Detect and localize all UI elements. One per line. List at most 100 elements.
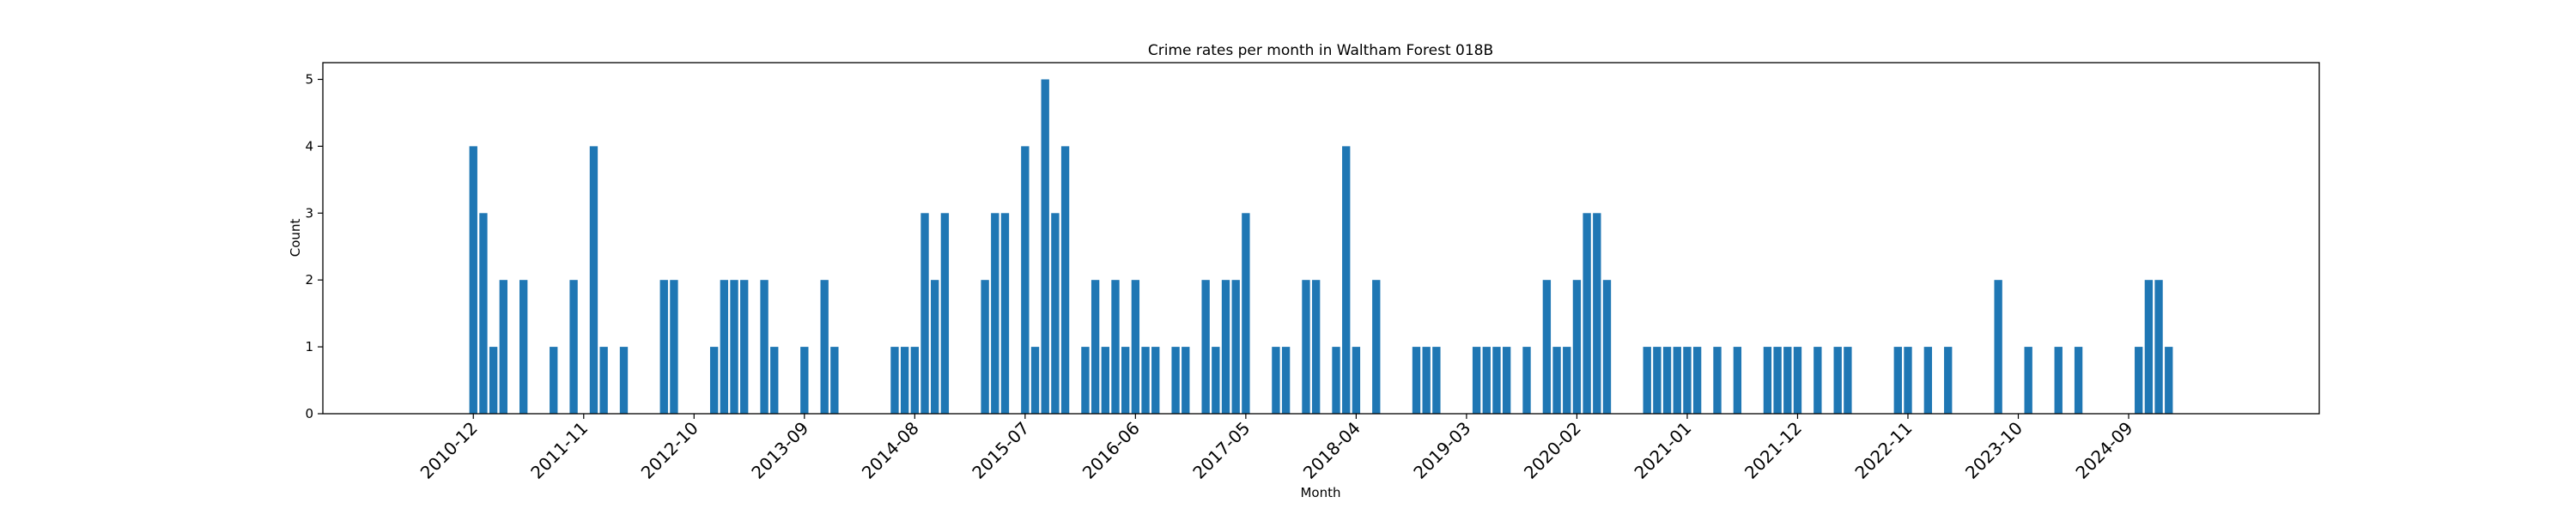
- bar-2014-08: [910, 347, 919, 414]
- bar-2017-01: [1201, 280, 1210, 414]
- bar-2013-12: [830, 347, 839, 414]
- bar-2017-12: [1311, 280, 1321, 414]
- y-axis-title: Count: [288, 219, 303, 258]
- bar-2020-04: [1593, 213, 1601, 414]
- bar-2012-01: [599, 347, 608, 414]
- bar-2016-02: [1091, 280, 1100, 414]
- bar-2017-11: [1302, 280, 1310, 414]
- bar-2011-10: [569, 280, 578, 414]
- plot-frame: [322, 62, 2320, 415]
- bar-2015-07: [1021, 146, 1030, 414]
- bar-2014-09: [920, 213, 929, 414]
- bar-2021-04: [1713, 347, 1722, 414]
- bar-2018-02: [1332, 347, 1340, 414]
- bar-2016-06: [1131, 280, 1140, 414]
- bar-2012-08: [670, 280, 678, 414]
- bar-2019-07: [1502, 347, 1511, 414]
- bar-2015-04: [991, 213, 999, 414]
- bar-2013-02: [730, 280, 738, 414]
- bar-2019-06: [1492, 347, 1501, 414]
- bar-2015-08: [1030, 347, 1040, 414]
- bar-2016-05: [1121, 347, 1130, 414]
- bar-2011-02: [489, 347, 498, 414]
- bar-2014-06: [890, 347, 899, 414]
- bar-2019-09: [1522, 347, 1531, 414]
- bar-2020-02: [1572, 280, 1582, 414]
- bar-2017-03: [1221, 280, 1230, 414]
- bar-2017-09: [1281, 347, 1291, 414]
- bar-2020-10: [1653, 347, 1662, 414]
- bar-2022-11: [1904, 347, 1912, 414]
- bar-2013-06: [770, 347, 779, 414]
- bar-2016-01: [1081, 347, 1090, 414]
- x-axis-title: Month: [1300, 485, 1340, 500]
- bar-2012-12: [709, 347, 719, 414]
- bar-2013-03: [740, 280, 749, 414]
- bar-2012-03: [619, 347, 629, 414]
- bar-2021-02: [1692, 347, 1702, 414]
- bar-2024-02: [2054, 347, 2063, 414]
- bar-2018-06: [1372, 280, 1381, 414]
- bar-2021-12: [1793, 347, 1802, 414]
- chart-title: Crime rates per month in Waltham Forest …: [1148, 42, 1493, 59]
- bar-2018-03: [1342, 146, 1351, 414]
- bar-2016-07: [1141, 347, 1150, 414]
- bar-2016-04: [1111, 280, 1120, 414]
- bar-2019-11: [1542, 280, 1552, 414]
- bar-2021-09: [1763, 347, 1772, 414]
- bar-2021-01: [1683, 347, 1692, 414]
- bar-2018-04: [1352, 347, 1361, 414]
- bar-2023-01: [1923, 347, 1933, 414]
- bar-2025-01: [2165, 347, 2173, 414]
- bar-2019-12: [1552, 347, 1561, 414]
- y-tick-label-0: 0: [305, 406, 313, 421]
- bar-2022-04: [1833, 347, 1842, 414]
- bar-2015-09: [1041, 79, 1049, 414]
- bar-2011-01: [479, 213, 488, 414]
- bar-2015-11: [1060, 146, 1070, 414]
- bar-group: [469, 79, 2173, 414]
- y-tick-label-3: 3: [305, 205, 313, 221]
- bar-2020-05: [1602, 280, 1612, 414]
- bar-2022-05: [1844, 347, 1852, 414]
- bar-2021-10: [1773, 347, 1782, 414]
- bar-2021-06: [1733, 347, 1742, 414]
- bar-2014-07: [900, 347, 909, 414]
- bar-2021-11: [1783, 347, 1792, 414]
- bar-2011-05: [519, 280, 528, 414]
- bar-2011-03: [499, 280, 507, 414]
- bar-2016-11: [1182, 347, 1190, 414]
- bar-2020-12: [1673, 347, 1681, 414]
- bar-2018-11: [1422, 347, 1431, 414]
- bar-2020-11: [1662, 347, 1672, 414]
- bar-2023-11: [2024, 347, 2032, 414]
- bar-2011-12: [589, 146, 598, 414]
- bar-2013-01: [720, 280, 729, 414]
- bar-2024-11: [2144, 280, 2154, 414]
- y-axis-ticks: 0 1 2 3 4 5: [305, 71, 323, 421]
- bar-2023-08: [1994, 280, 2002, 414]
- bar-2011-08: [550, 347, 558, 414]
- bar-2017-04: [1231, 280, 1240, 414]
- bar-2019-05: [1482, 347, 1491, 414]
- bar-2015-03: [981, 280, 989, 414]
- bar-2013-05: [760, 280, 769, 414]
- bar-2019-04: [1472, 347, 1481, 414]
- y-tick-label-2: 2: [305, 272, 313, 288]
- bar-2013-11: [820, 280, 829, 414]
- bar-2014-11: [940, 213, 950, 414]
- bar-2024-10: [2135, 347, 2143, 414]
- bar-2022-10: [1893, 347, 1902, 414]
- bar-2020-01: [1563, 347, 1571, 414]
- bar-2018-10: [1412, 347, 1421, 414]
- bar-2016-08: [1151, 347, 1160, 414]
- y-tick-label-4: 4: [305, 138, 313, 154]
- bar-2013-09: [800, 347, 809, 414]
- bar-2020-09: [1643, 347, 1651, 414]
- bar-2020-03: [1583, 213, 1591, 414]
- bar-2010-12: [469, 146, 477, 414]
- bar-2016-10: [1171, 347, 1180, 414]
- bar-2017-05: [1242, 213, 1250, 414]
